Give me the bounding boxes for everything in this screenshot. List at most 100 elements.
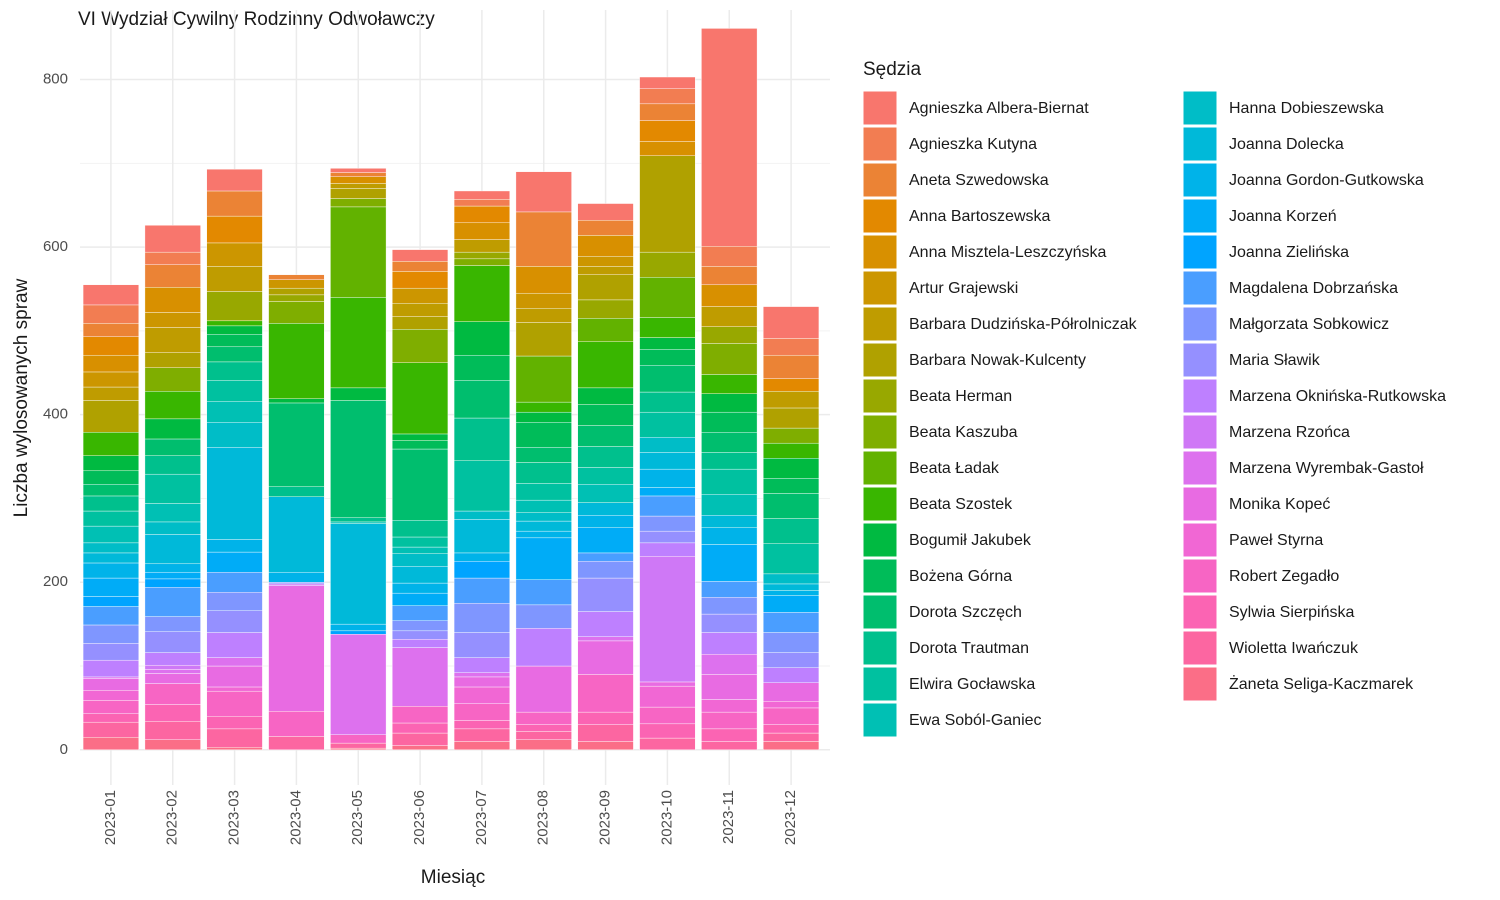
- bar-segment: [206, 551, 263, 573]
- bar-segment: [206, 291, 263, 322]
- y-axis-title: Liczba wylosowanych spraw: [11, 278, 32, 517]
- bar-segment: [701, 613, 758, 633]
- bar-segment: [515, 462, 572, 484]
- bar-segment: [144, 438, 201, 456]
- bar-segment: [639, 468, 696, 488]
- bar-segment: [701, 515, 758, 528]
- bar-segment: [701, 494, 758, 516]
- bar-segment: [330, 400, 387, 518]
- bar-segment: [639, 155, 696, 253]
- bar-segment: [82, 690, 139, 701]
- legend-label: Anna Bartoszewska: [909, 208, 1051, 225]
- bar-segment: [82, 400, 139, 433]
- bar-segment: [763, 667, 820, 683]
- bar-segment: [639, 723, 696, 739]
- bar-segment: [268, 287, 325, 296]
- legend-key: [862, 198, 898, 234]
- bar-segment: [639, 411, 696, 438]
- bar-segment: [639, 76, 696, 89]
- y-tick-label: 600: [43, 238, 68, 255]
- bar-segment: [268, 583, 325, 586]
- bar-segment: [82, 525, 139, 544]
- legend-label: Magdalena Dobrzańska: [1229, 280, 1398, 297]
- bar-segment: [82, 495, 139, 512]
- bar-segment: [763, 583, 820, 591]
- bar-segment: [392, 706, 449, 724]
- legend-key: [862, 522, 898, 558]
- bar-segment: [330, 176, 387, 184]
- bar-segment: [515, 604, 572, 629]
- x-tick-label: 2023-07: [473, 790, 490, 845]
- bar-segment: [144, 673, 201, 684]
- bar-segment: [763, 493, 820, 519]
- bar-segment: [82, 700, 139, 714]
- bar-segment: [82, 386, 139, 401]
- bar-segment: [82, 713, 139, 723]
- bar-segment: [268, 571, 325, 583]
- bar-segment: [701, 728, 758, 742]
- bar-segment: [82, 596, 139, 607]
- legend-key: [1182, 342, 1218, 378]
- bar-segment: [515, 512, 572, 522]
- x-tick-label: 2023-12: [782, 790, 799, 845]
- bar-segment: [392, 440, 449, 450]
- bar-segment: [144, 418, 201, 440]
- bar-segment: [392, 520, 449, 538]
- bar-segment: [763, 407, 820, 429]
- bar-segment: [206, 632, 263, 658]
- legend-label: Małgorzata Sobkowicz: [1229, 316, 1389, 333]
- bar-segment: [701, 343, 758, 375]
- bar-segment: [206, 716, 263, 730]
- bar-segment: [330, 742, 387, 749]
- bar-segment: [268, 279, 325, 289]
- bar-segment: [268, 301, 325, 324]
- bar-segment: [392, 639, 449, 648]
- bar-segment: [701, 632, 758, 655]
- bar-segment: [701, 581, 758, 598]
- bar-segment: [639, 685, 696, 708]
- bar-segment: [701, 374, 758, 394]
- bar-segment: [453, 258, 510, 266]
- bar-segment: [330, 517, 387, 523]
- bar-segment: [206, 401, 263, 423]
- bar-segment: [453, 510, 510, 520]
- bar-segment: [763, 652, 820, 668]
- bar-segment: [330, 747, 387, 751]
- legend-label: Beata Szostek: [909, 496, 1013, 513]
- legend-key: [862, 126, 898, 162]
- bar-segment: [82, 470, 139, 485]
- bar-segment: [453, 251, 510, 260]
- bar-segment: [392, 546, 449, 554]
- legend-label: Agnieszka Kutyna: [909, 136, 1037, 153]
- bar-segment: [268, 402, 325, 487]
- bar-segment: [515, 355, 572, 403]
- bar-segment: [144, 534, 201, 565]
- bar-segment: [453, 632, 510, 658]
- legend-key: [1182, 630, 1218, 666]
- bar-segment: [701, 411, 758, 433]
- bar-segment: [206, 571, 263, 593]
- bar-segment: [577, 502, 634, 516]
- bar-segment: [268, 585, 325, 712]
- legend-label: Barbara Dudzińska-Półrolniczak: [909, 316, 1138, 333]
- bar-segment: [144, 739, 201, 751]
- bar-segment: [515, 411, 572, 423]
- legend-key: [862, 90, 898, 126]
- bar-segment: [577, 425, 634, 447]
- bar-segment: [701, 393, 758, 413]
- y-tick-label: 800: [43, 71, 68, 88]
- bar-segment: [392, 271, 449, 289]
- bar-segment: [515, 447, 572, 463]
- bar-segment: [144, 503, 201, 523]
- bar-segment: [577, 387, 634, 405]
- bar-segment: [515, 483, 572, 501]
- bar-segment: [763, 632, 820, 653]
- legend-label: Bożena Górna: [909, 568, 1012, 585]
- bar-segment: [392, 249, 449, 262]
- bar-segment: [577, 636, 634, 642]
- bar-segment: [330, 198, 387, 208]
- legend-label: Marzena Rzońca: [1229, 424, 1350, 441]
- legend-key: [1182, 90, 1218, 126]
- legend-label: Joanna Zielińska: [1229, 244, 1349, 261]
- bar-segment: [763, 595, 820, 613]
